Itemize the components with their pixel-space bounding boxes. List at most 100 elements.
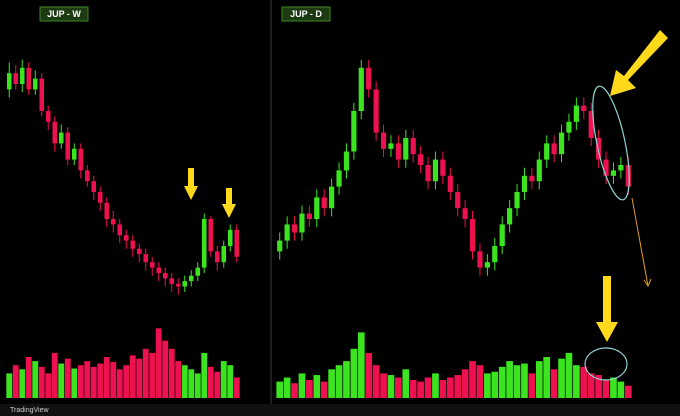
volume-bar [573, 365, 580, 398]
candle-body [117, 224, 123, 236]
volume-bar [484, 373, 491, 398]
candle-body [169, 278, 175, 284]
volume-bar [77, 365, 84, 398]
volume-bar [306, 379, 313, 398]
volume-bar [565, 352, 573, 398]
candle-body [373, 89, 379, 133]
candle-body [366, 67, 372, 90]
volume-bar [461, 369, 469, 398]
volume-bar [175, 361, 182, 398]
candle-body [39, 78, 45, 111]
candle-body [484, 262, 490, 268]
candle-body [469, 219, 476, 252]
candle-body [566, 121, 572, 133]
candle-body [588, 111, 594, 138]
candle-body [514, 192, 520, 209]
volume-bar [469, 361, 476, 398]
highlight-ellipse [592, 85, 630, 201]
arrow [610, 30, 668, 96]
volume-bar [528, 373, 536, 398]
volume-bar [181, 365, 188, 398]
candle-body [97, 192, 103, 203]
volume-bar [365, 352, 373, 398]
volume-bar [25, 357, 32, 398]
volume-bar [291, 383, 298, 398]
volume-bar [506, 361, 513, 398]
volume-bar [491, 371, 499, 398]
candle-body [136, 248, 142, 255]
volume-bar [320, 381, 328, 398]
volume-bar [188, 369, 195, 398]
candle-body [418, 154, 424, 165]
candle-body [84, 170, 90, 182]
volume-bar [580, 366, 588, 398]
candle-body [618, 165, 624, 171]
volume-bar [162, 340, 169, 398]
volume-bar [276, 381, 284, 398]
volume-bar [432, 373, 439, 398]
candle-body [610, 170, 617, 176]
volume-bar [535, 361, 543, 398]
candle-body [149, 262, 155, 268]
candle-body [78, 148, 84, 171]
volume-bar [155, 328, 162, 398]
volume-bar [97, 363, 104, 398]
volume-bar [357, 332, 365, 398]
volume-bar [543, 357, 551, 398]
volume-bar [45, 373, 52, 398]
candle-body [395, 143, 401, 160]
volume-bar [214, 371, 221, 398]
candle-body [455, 192, 461, 209]
candle-body [410, 138, 416, 155]
candle-body [291, 224, 298, 233]
title-box [39, 6, 89, 22]
volume-bar [350, 348, 358, 398]
candle-body [299, 213, 305, 233]
candle-body [277, 240, 283, 252]
volume-bar [103, 357, 110, 398]
candle-body [432, 159, 439, 182]
candle-body [492, 246, 498, 263]
candle-body [343, 151, 350, 171]
volume-bar [194, 373, 201, 398]
footer-text: TradingView [10, 407, 49, 414]
candle-body [156, 267, 162, 273]
candle-body [380, 132, 387, 149]
projection-line [631, 197, 649, 287]
candle-body [544, 143, 550, 160]
candle-body [19, 67, 25, 84]
arrow [184, 168, 198, 200]
volume-bar [233, 377, 240, 398]
candle-body [143, 254, 149, 263]
candle-body [462, 208, 468, 219]
volume-bar [136, 358, 143, 398]
candle-body [336, 170, 342, 187]
candle-body [388, 143, 394, 149]
volume-bar [521, 363, 528, 398]
highlight-circle [584, 347, 628, 381]
volume-bar [610, 377, 617, 398]
candle-body [573, 105, 579, 122]
candle-body [201, 219, 207, 268]
candle-body [306, 213, 312, 219]
candle-body [13, 73, 19, 84]
volume-bar [446, 377, 454, 398]
candle-body [529, 175, 535, 182]
volume-bar [207, 366, 214, 398]
candle-body [403, 138, 409, 160]
candle-body [58, 132, 64, 144]
projection-head [643, 278, 652, 288]
chart-title: JUP - W [47, 9, 81, 19]
candle-body [195, 267, 201, 276]
volume-bar [12, 365, 19, 398]
volume-bar [90, 366, 97, 398]
volume-bar [38, 366, 45, 398]
candle-body [507, 208, 513, 225]
candle-body [440, 159, 446, 176]
volume-bar [387, 375, 395, 398]
volume-bar [439, 379, 447, 398]
candle-body [65, 132, 71, 160]
